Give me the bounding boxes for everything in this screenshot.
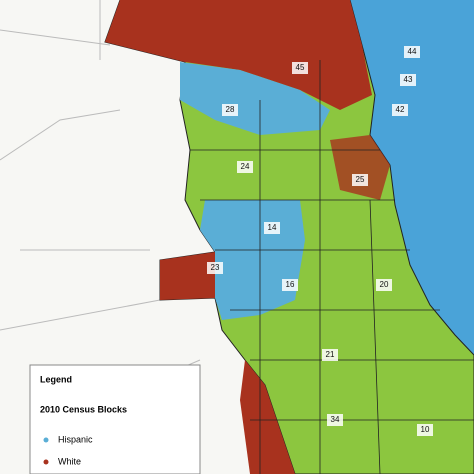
roads xyxy=(0,0,201,421)
ward-label: 24 xyxy=(241,162,250,171)
legend-subtitle: 2010 Census Blocks xyxy=(40,404,127,414)
ward-label: 44 xyxy=(408,47,417,56)
ward-label-box xyxy=(404,46,420,58)
lake xyxy=(350,0,474,355)
legend-marker xyxy=(43,437,49,443)
legend-label: White xyxy=(58,456,81,466)
ward-label-box xyxy=(417,424,433,436)
legend-label: Hispanic xyxy=(58,434,93,444)
hispanic-area xyxy=(180,62,330,135)
white-area xyxy=(160,252,215,300)
white-area xyxy=(330,135,390,200)
ward-label-box xyxy=(322,349,338,361)
ward-label: 20 xyxy=(380,280,389,289)
legend-items: Hispanic White xyxy=(43,434,93,466)
ward-label: 28 xyxy=(226,105,235,114)
ward-label-box xyxy=(282,279,298,291)
ward-label-box xyxy=(222,104,238,116)
ward-label-box xyxy=(376,279,392,291)
ward-label: 25 xyxy=(356,175,365,184)
ward-label-box xyxy=(392,104,408,116)
ward-label: 45 xyxy=(296,63,305,72)
ward-label-box xyxy=(207,262,223,274)
ward-label: 10 xyxy=(421,425,430,434)
ward-label: 21 xyxy=(326,350,335,359)
ward-label: 43 xyxy=(404,75,413,84)
ward-label: 23 xyxy=(211,263,220,272)
ward-label-box xyxy=(264,222,280,234)
white-area xyxy=(240,360,295,474)
ward-label: 34 xyxy=(331,415,340,424)
ward-label-box xyxy=(327,414,343,426)
ward-label: 42 xyxy=(396,105,405,114)
white-area xyxy=(105,0,372,110)
ward-label-box xyxy=(237,161,253,173)
ward-label-box xyxy=(400,74,416,86)
legend-title: Legend xyxy=(40,374,72,384)
ward-label-box xyxy=(292,62,308,74)
ward-label-box xyxy=(352,174,368,186)
legend-marker xyxy=(43,459,49,465)
ward-label: 14 xyxy=(268,223,277,232)
legend-box xyxy=(29,364,201,474)
ward-label: 16 xyxy=(286,280,295,289)
ward-boundaries xyxy=(190,60,474,474)
ward-labels: 45 44 43 42 24 23 20 21 34 10 16 14 25 28 xyxy=(207,46,433,436)
